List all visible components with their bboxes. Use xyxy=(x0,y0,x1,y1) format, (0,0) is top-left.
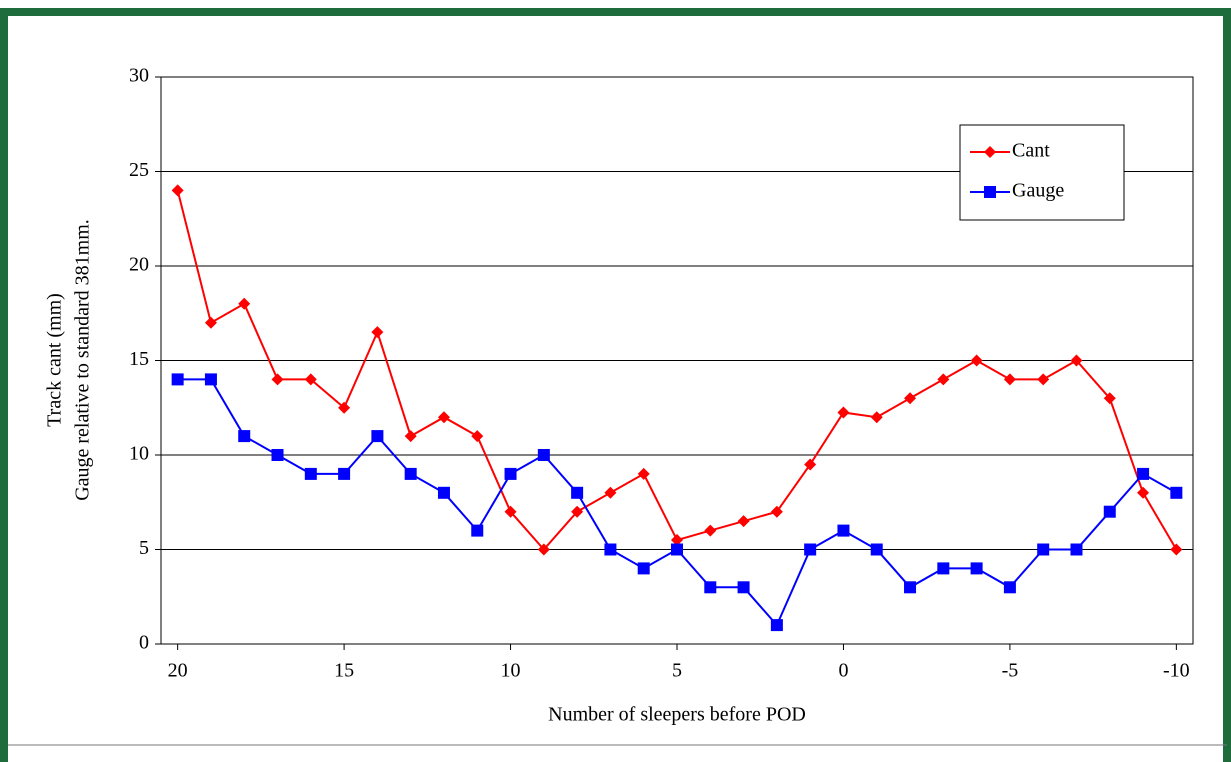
data-point xyxy=(737,581,750,594)
data-point xyxy=(371,326,384,339)
data-point xyxy=(1170,486,1183,499)
data-point xyxy=(604,486,617,499)
data-point xyxy=(537,543,550,556)
y-tick-label: 15 xyxy=(129,348,149,370)
y-tick-label: 0 xyxy=(139,632,149,654)
data-point xyxy=(571,505,584,518)
data-point xyxy=(504,467,517,480)
data-point xyxy=(1070,543,1083,556)
x-tick-label: 0 xyxy=(838,660,848,682)
data-point xyxy=(404,430,417,443)
data-point xyxy=(1003,373,1016,386)
data-point xyxy=(371,430,384,443)
data-point xyxy=(338,401,351,414)
data-point xyxy=(704,581,717,594)
data-point xyxy=(238,430,251,443)
data-point xyxy=(304,373,317,386)
data-point xyxy=(171,184,184,197)
data-point xyxy=(204,373,217,386)
data-point xyxy=(870,543,883,556)
x-axis-title: Number of sleepers before POD xyxy=(548,704,806,726)
data-point xyxy=(770,505,783,518)
data-point xyxy=(937,562,950,575)
data-point xyxy=(1137,486,1150,499)
data-point xyxy=(404,467,417,480)
y-tick-label: 30 xyxy=(129,65,149,87)
data-point xyxy=(737,515,750,528)
data-point xyxy=(504,505,517,518)
data-point xyxy=(1137,467,1150,480)
x-tick-label: 10 xyxy=(501,660,521,682)
data-point xyxy=(338,467,351,480)
data-point xyxy=(571,486,584,499)
data-point xyxy=(637,562,650,575)
y-tick-label: 5 xyxy=(139,537,149,559)
data-point xyxy=(471,430,484,443)
legend-box xyxy=(959,124,1125,221)
x-tick-label: -10 xyxy=(1163,660,1190,682)
y-tick-label: 10 xyxy=(129,443,149,465)
data-point xyxy=(471,524,484,537)
data-point xyxy=(937,373,950,386)
data-point xyxy=(1070,354,1083,367)
x-tick-label: -5 xyxy=(1002,660,1019,682)
data-point xyxy=(304,467,317,480)
data-point xyxy=(271,373,284,386)
y-tick-label: 20 xyxy=(129,254,149,276)
data-point xyxy=(1103,505,1116,518)
data-point xyxy=(704,524,717,537)
data-point xyxy=(770,619,783,632)
data-point xyxy=(671,534,683,547)
legend-label: Gauge xyxy=(1012,180,1064,202)
x-tick-label: 20 xyxy=(168,660,188,682)
legend-marker xyxy=(984,186,996,198)
data-point xyxy=(604,543,617,556)
data-point xyxy=(171,373,184,386)
data-point xyxy=(637,467,650,480)
data-point xyxy=(437,486,450,499)
data-point xyxy=(1037,373,1050,386)
y-axis-title: Track cant (mm) xyxy=(44,293,66,427)
data-point xyxy=(837,524,850,537)
data-point xyxy=(1170,543,1183,556)
x-tick-label: 5 xyxy=(672,660,682,682)
data-point xyxy=(1003,581,1016,594)
data-point xyxy=(804,458,817,471)
data-point xyxy=(970,562,983,575)
data-point xyxy=(671,543,683,556)
data-point xyxy=(1103,392,1116,405)
data-point xyxy=(804,543,817,556)
data-point xyxy=(204,316,217,329)
y-tick-label: 25 xyxy=(129,159,149,181)
data-point xyxy=(1037,543,1050,556)
data-point xyxy=(271,449,284,461)
x-tick-label: 15 xyxy=(334,660,354,682)
data-point xyxy=(970,354,983,367)
data-point xyxy=(537,449,550,461)
legend-label: Cant xyxy=(1012,140,1050,162)
frame xyxy=(0,8,1231,762)
data-point xyxy=(870,411,883,424)
data-point xyxy=(837,406,850,419)
data-point xyxy=(904,581,917,594)
data-point xyxy=(437,411,450,424)
legend-marker xyxy=(984,146,996,158)
y-axis-title: Gauge relative to standard 381mm. xyxy=(72,219,94,501)
data-point xyxy=(904,392,917,405)
data-point xyxy=(238,297,251,310)
